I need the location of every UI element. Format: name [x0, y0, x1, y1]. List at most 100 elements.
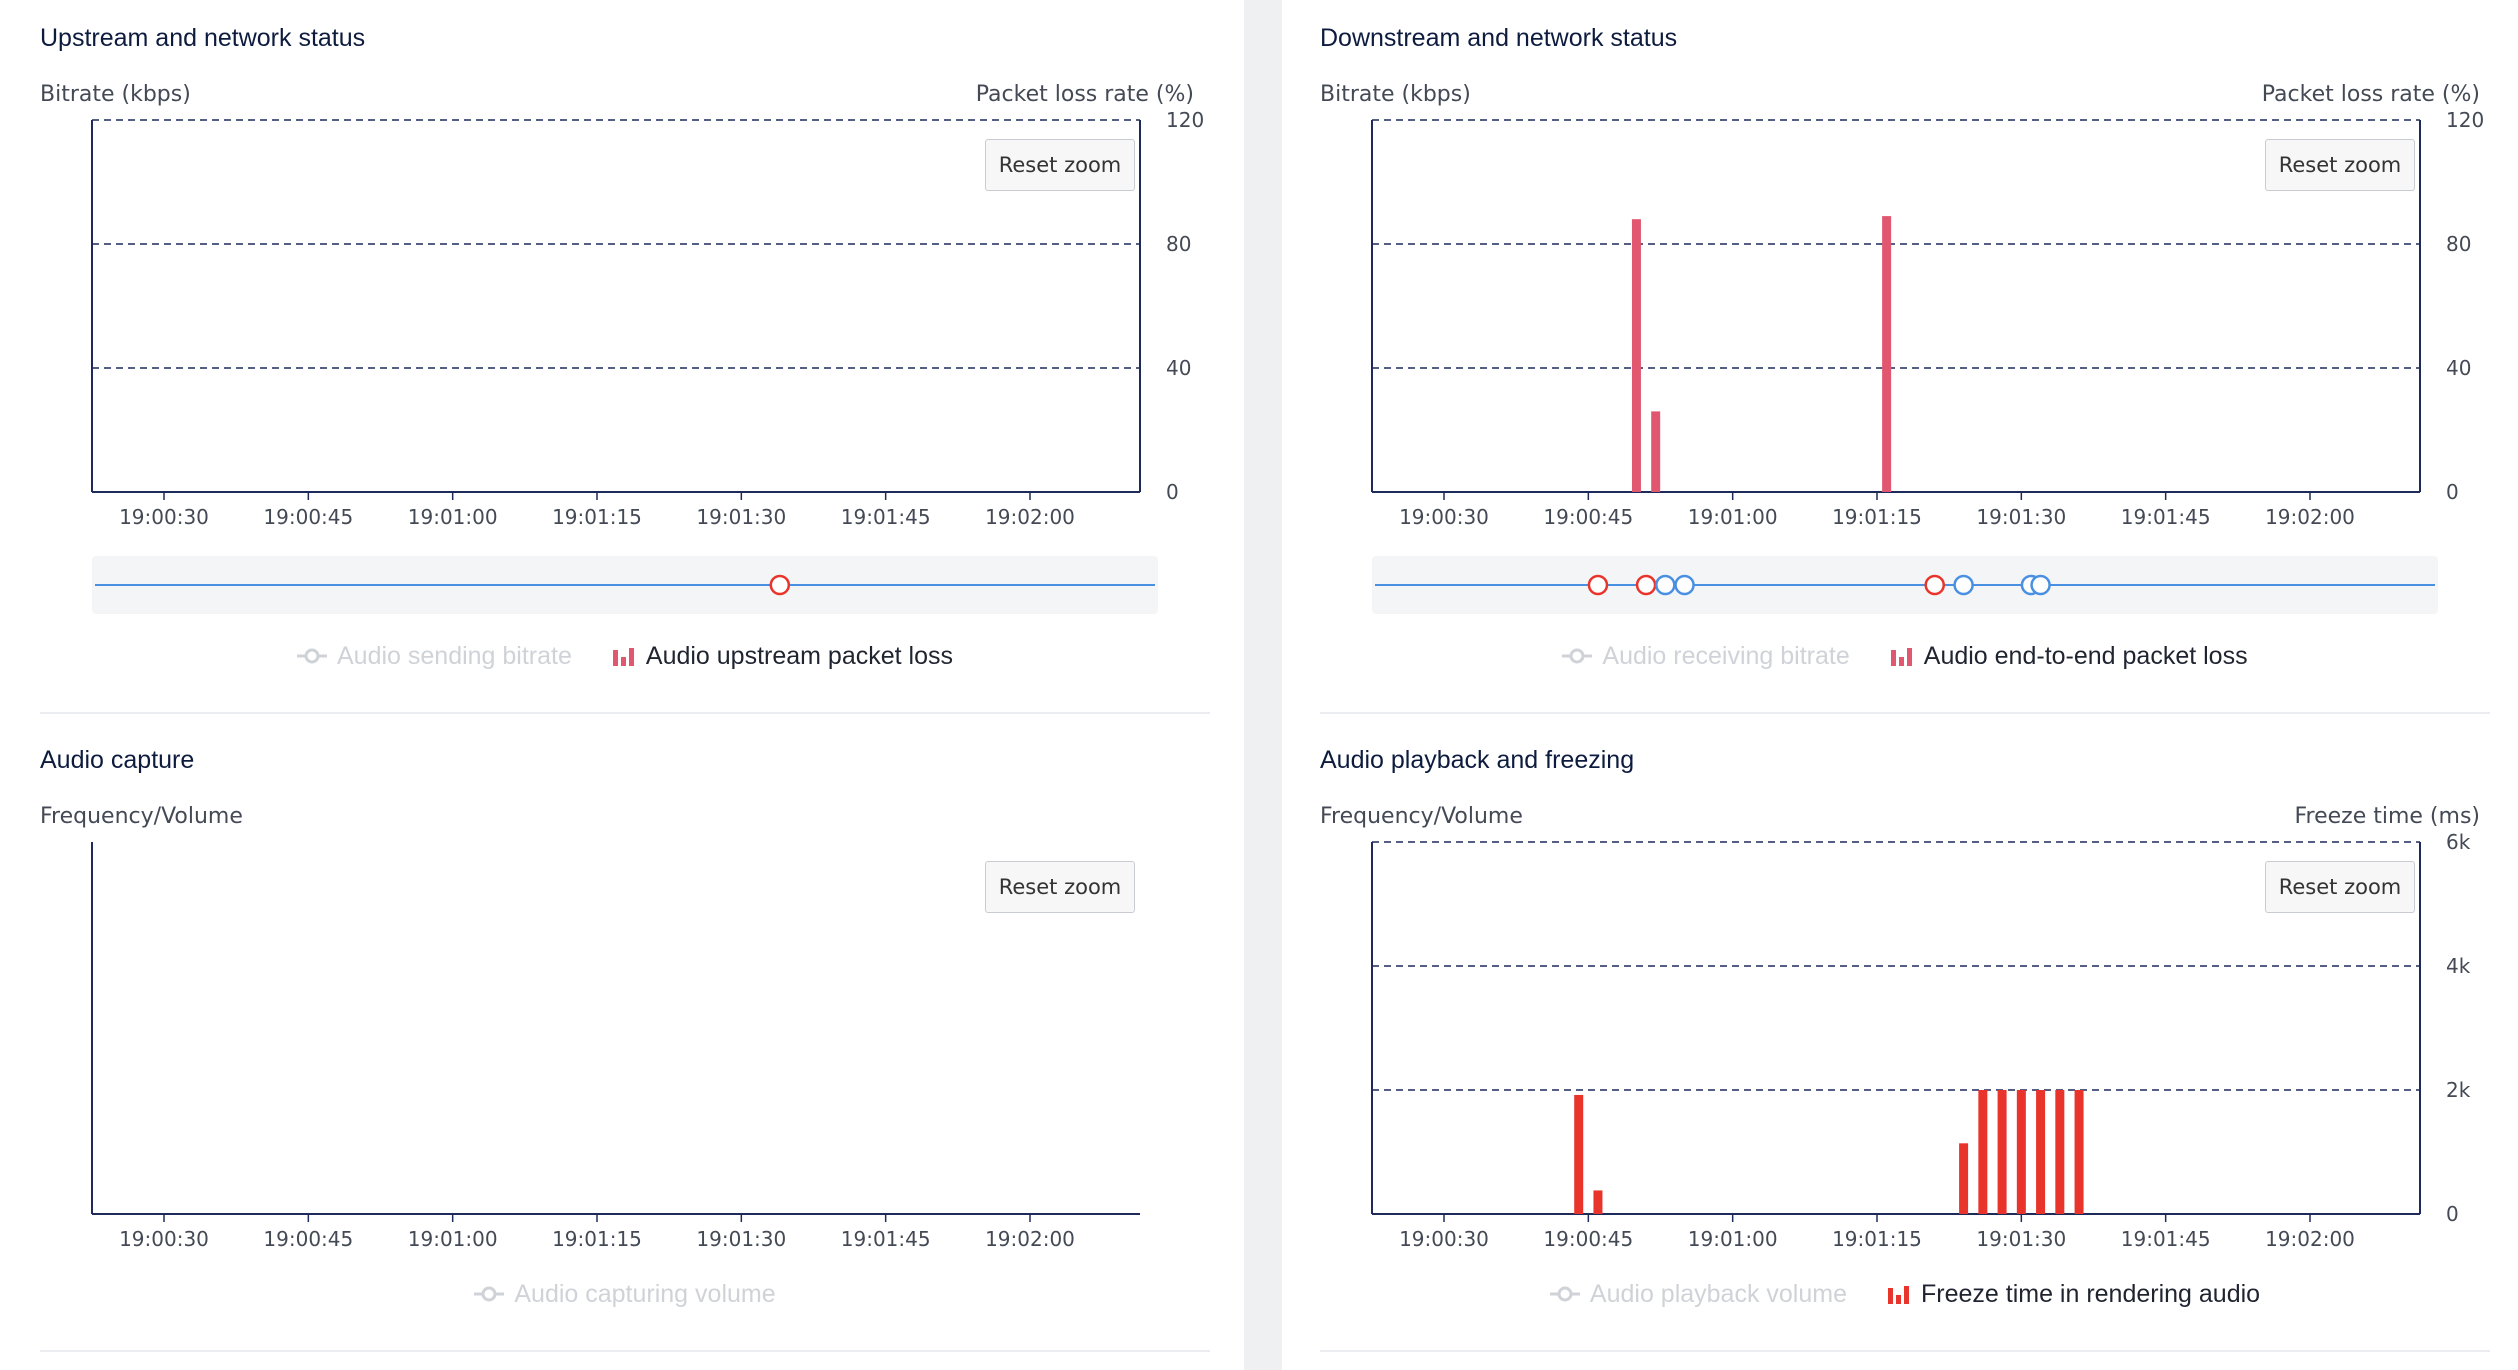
y-axis-right-title: Packet loss rate (%) [975, 82, 1194, 107]
x-tick-label: 19:01:30 [696, 505, 786, 529]
upstream-card: Upstream and network status Bitrate (kbp… [40, 0, 1210, 712]
bar [2016, 1090, 2026, 1214]
bar [1882, 216, 1892, 492]
bar [1959, 1143, 1969, 1214]
bar [2074, 1090, 2084, 1214]
bar [1651, 411, 1661, 492]
navigator-marker[interactable] [1924, 574, 1945, 596]
legend: Audio receiving bitrate Audio end-to-end… [1320, 636, 2490, 676]
legend-item-audio-playback-volume[interactable]: Audio playback volume [1549, 1279, 1847, 1309]
y-tick-label: 2k [2446, 1078, 2471, 1102]
x-tick-label: 19:01:00 [1688, 1227, 1778, 1251]
y-tick-label: 0 [1166, 480, 1179, 504]
reset-zoom-button[interactable]: Reset zoom [985, 861, 1135, 913]
legend-item-audio-capturing-volume[interactable]: Audio capturing volume [474, 1279, 776, 1309]
left-panel: Upstream and network status Bitrate (kbp… [0, 0, 1244, 1370]
line-series-icon [1549, 1286, 1580, 1302]
legend-label: Audio playback volume [1589, 1279, 1847, 1308]
y-tick-label: 120 [2446, 108, 2484, 132]
x-tick-label: 19:00:45 [1543, 1227, 1633, 1251]
x-tick-label: 19:01:00 [408, 1227, 498, 1251]
x-tick-label: 19:02:00 [2265, 1227, 2355, 1251]
chart-title: Upstream and network status [40, 24, 366, 52]
legend-item-freeze-time-in-rendering-audio[interactable]: Freeze time in rendering audio [1887, 1280, 2260, 1309]
x-tick-label: 19:00:45 [263, 1227, 353, 1251]
upstream-chart: 0 40 80 120 19:00:30 19:00:45 19:01:00 19:01:15… [91, 108, 1204, 529]
x-tick-label: 19:01:00 [408, 505, 498, 529]
x-tick-label: 19:02:00 [985, 505, 1075, 529]
legend-item-audio-sending-bitrate[interactable]: Audio sending bitrate [297, 642, 572, 671]
legend-label: Audio end-to-end packet loss [1923, 641, 2248, 670]
x-tick-label: 19:02:00 [985, 1227, 1075, 1251]
x-tick-label: 19:01:45 [2121, 505, 2211, 529]
divider [1320, 1350, 2490, 1352]
x-tick-label: 19:01:30 [1976, 1227, 2066, 1251]
line-series-icon [1562, 648, 1593, 664]
legend-label: Audio receiving bitrate [1602, 641, 1850, 670]
legend-item-audio-upstream-packet-loss[interactable]: Audio upstream packet loss [612, 642, 953, 671]
x-tick-label: 19:02:00 [2265, 505, 2355, 529]
y-axis-right-title: Freeze time (ms) [2294, 804, 2480, 829]
y-axis-right-title: Packet loss rate (%) [2261, 82, 2480, 107]
x-tick-label: 19:01:30 [696, 1227, 786, 1251]
legend-label: Audio upstream packet loss [645, 641, 953, 670]
bar-series-icon [1890, 648, 1912, 666]
navigator-marker[interactable] [769, 574, 791, 596]
navigator-track[interactable] [1320, 0, 2490, 712]
downstream-chart: 0 40 80 120 19:00:30 19:00:45 19:01:00 19:01:15… [1371, 108, 2484, 529]
x-tick-label: 19:00:30 [1399, 505, 1489, 529]
right-panel: Downstream and network status Bitrate (k… [1282, 0, 2518, 1370]
capture-chart: 19:00:30 19:00:45 19:01:00 19:01:15 19:01:30… [91, 842, 1140, 1251]
divider [40, 1350, 1210, 1352]
bar [1574, 1094, 1584, 1214]
x-tick-label: 19:01:15 [552, 505, 642, 529]
navigator-marker[interactable] [1674, 574, 1695, 596]
bar-series-icon [612, 648, 634, 666]
line-series-icon [474, 1286, 505, 1302]
bar [1997, 1090, 2007, 1214]
line-series-icon [297, 648, 327, 664]
y-axis-left-title: Frequency/Volume [40, 804, 243, 829]
reset-zoom-button[interactable]: Reset zoom [2265, 139, 2415, 191]
reset-zoom-button[interactable]: Reset zoom [985, 139, 1135, 191]
navigator-marker[interactable] [1953, 574, 1974, 596]
legend-label: Freeze time in rendering audio [1921, 1279, 2261, 1308]
legend-label: Audio capturing volume [514, 1279, 776, 1308]
y-tick-label: 40 [2446, 356, 2471, 380]
y-tick-label: 80 [1166, 232, 1191, 256]
chart-title: Downstream and network status [1320, 24, 1678, 52]
bar-series-icon [1888, 1286, 1909, 1304]
y-tick-label: 40 [1166, 356, 1191, 380]
x-tick-label: 19:00:30 [1399, 1227, 1489, 1251]
navigator-marker[interactable] [2030, 574, 2051, 596]
x-tick-label: 19:00:30 [119, 505, 209, 529]
capture-card: Audio capture Frequency/Volume 19:00:30 1… [40, 722, 1210, 1342]
playback-card: Audio playback and freezing Frequency/Vo… [1320, 722, 2490, 1342]
x-tick-label: 19:01:30 [1976, 505, 2066, 529]
y-tick-label: 4k [2446, 954, 2471, 978]
legend: Audio sending bitrate Audio upstream pac… [40, 636, 1210, 676]
y-axis-left-title: Bitrate (kbps) [1320, 82, 1471, 107]
x-tick-label: 19:00:30 [119, 1227, 209, 1251]
navigator-marker[interactable] [1655, 574, 1676, 596]
x-tick-label: 19:01:45 [2121, 1227, 2211, 1251]
y-axis-left-title: Frequency/Volume [1320, 804, 1523, 829]
reset-zoom-button[interactable]: Reset zoom [2265, 861, 2415, 913]
playback-chart: 0 2k 4k 6k 19:00:30 19:00:45 19:01:00 19:01:15 1… [1371, 830, 2471, 1251]
downstream-card: Downstream and network status Bitrate (k… [1320, 0, 2490, 712]
navigator-track[interactable] [40, 0, 1210, 712]
x-tick-label: 19:01:45 [841, 1227, 931, 1251]
bar [1593, 1190, 1603, 1214]
y-axis-left-title: Bitrate (kbps) [40, 82, 191, 107]
legend-item-audio-end-to-end-packet-loss[interactable]: Audio end-to-end packet loss [1890, 642, 2248, 671]
legend-item-audio-receiving-bitrate[interactable]: Audio receiving bitrate [1562, 641, 1850, 671]
divider [1320, 712, 2490, 714]
x-tick-label: 19:01:45 [841, 505, 931, 529]
divider [40, 712, 1210, 714]
legend-label: Audio sending bitrate [337, 641, 572, 670]
x-tick-label: 19:00:45 [1543, 505, 1633, 529]
navigator-marker[interactable] [1635, 574, 1657, 596]
x-tick-label: 19:01:15 [1832, 1227, 1922, 1251]
x-tick-label: 19:01:15 [1832, 505, 1922, 529]
navigator-marker[interactable] [1587, 574, 1609, 596]
